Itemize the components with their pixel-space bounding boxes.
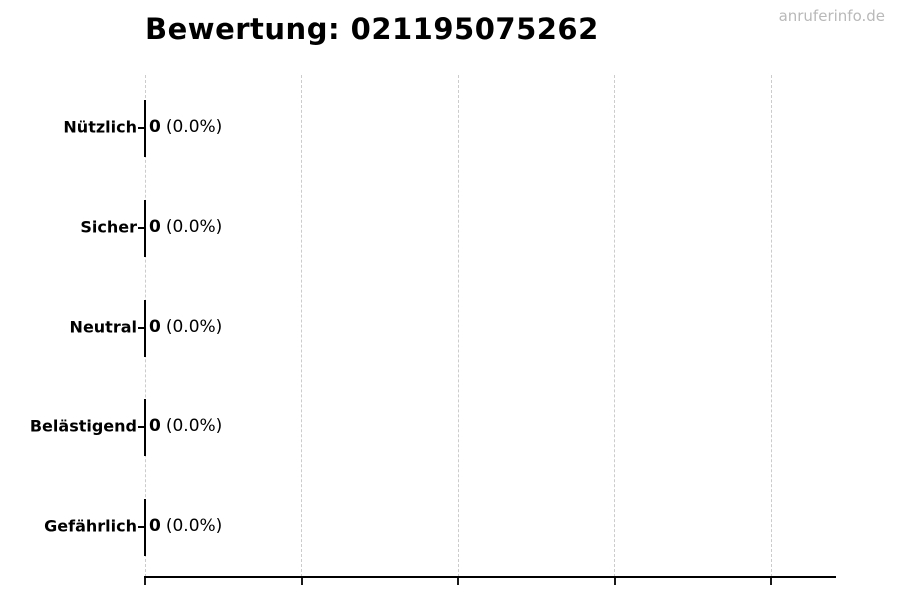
y-axis-tick bbox=[138, 526, 144, 528]
gridline bbox=[457, 75, 459, 577]
category-label: Gefährlich bbox=[44, 516, 137, 536]
bar-value-percent: (0.0%) bbox=[165, 516, 223, 537]
watermark: anruferinfo.de bbox=[778, 7, 885, 25]
bar-value-label: 0 (0.0%) bbox=[149, 317, 222, 337]
bar-value-label: 0 (0.0%) bbox=[149, 516, 222, 536]
bar-value-count: 0 bbox=[149, 117, 161, 138]
zero-value-bar bbox=[144, 200, 146, 257]
bar-value-percent: (0.0%) bbox=[165, 416, 223, 437]
y-axis-tick bbox=[138, 227, 144, 229]
bar-value-count: 0 bbox=[149, 217, 161, 238]
bar-value-percent: (0.0%) bbox=[165, 117, 223, 138]
x-axis-tick bbox=[144, 578, 146, 585]
x-axis-tick bbox=[613, 578, 616, 585]
gridline bbox=[614, 75, 615, 577]
bar-value-label: 0 (0.0%) bbox=[149, 117, 222, 137]
y-axis-tick bbox=[138, 327, 144, 329]
zero-value-bar bbox=[144, 300, 146, 357]
bar-value-count: 0 bbox=[149, 516, 161, 537]
gridline bbox=[301, 75, 302, 577]
zero-value-bar bbox=[144, 100, 146, 157]
gridline bbox=[770, 75, 772, 577]
bar-value-percent: (0.0%) bbox=[165, 317, 223, 338]
bar-value-percent: (0.0%) bbox=[165, 217, 223, 238]
bar-value-count: 0 bbox=[149, 416, 161, 437]
category-label: Neutral bbox=[69, 317, 137, 337]
y-axis-tick bbox=[138, 127, 144, 129]
category-label: Belästigend bbox=[29, 416, 137, 436]
x-axis-tick bbox=[300, 578, 303, 585]
y-axis-tick bbox=[138, 426, 144, 428]
x-axis-line bbox=[144, 576, 836, 578]
bar-value-label: 0 (0.0%) bbox=[149, 217, 222, 237]
bar-value-label: 0 (0.0%) bbox=[149, 416, 222, 436]
category-label: Nützlich bbox=[63, 117, 137, 137]
category-label: Sicher bbox=[80, 217, 137, 237]
chart-title: Bewertung: 021195075262 bbox=[145, 12, 599, 46]
zero-value-bar bbox=[144, 399, 146, 456]
zero-value-bar bbox=[144, 499, 146, 556]
x-axis-tick bbox=[457, 578, 459, 585]
bar-value-count: 0 bbox=[149, 317, 161, 338]
x-axis-tick bbox=[770, 578, 772, 585]
